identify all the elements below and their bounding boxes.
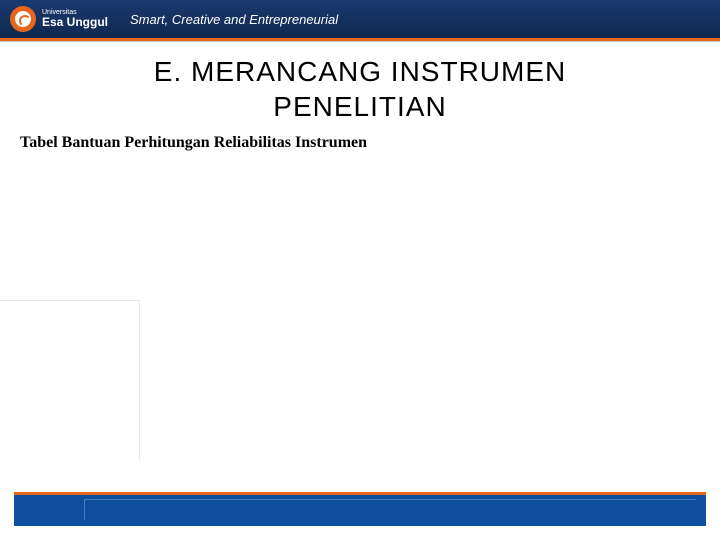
header-bar: Universitas Esa Unggul Smart, Creative a… [0, 0, 720, 38]
title-line-2: PENELITIAN [273, 91, 446, 122]
logo-icon [10, 6, 36, 32]
logo-container: Universitas Esa Unggul [10, 6, 108, 32]
logo-text: Universitas Esa Unggul [42, 9, 108, 30]
university-name: Esa Unggul [42, 15, 108, 29]
slide-title: E. MERANCANG INSTRUMEN PENELITIAN [28, 54, 692, 124]
tagline: Smart, Creative and Entrepreneurial [130, 12, 338, 27]
slide-subtitle: Tabel Bantuan Perhitungan Reliabilitas I… [20, 134, 692, 152]
title-line-1: E. MERANCANG INSTRUMEN [154, 56, 566, 87]
footer-inner-line [84, 499, 696, 520]
footer-bar [14, 492, 706, 526]
content-area: E. MERANCANG INSTRUMEN PENELITIAN Tabel … [0, 42, 720, 152]
watermark-guide [0, 300, 140, 460]
